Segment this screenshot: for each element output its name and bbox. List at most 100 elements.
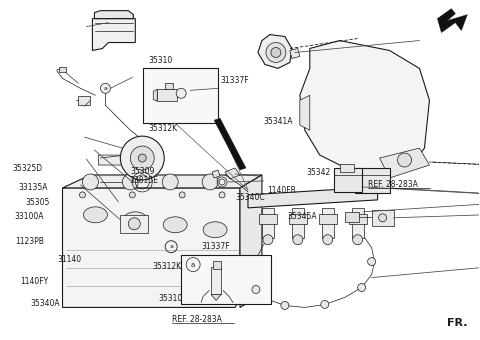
Text: a: a: [191, 261, 195, 268]
Ellipse shape: [356, 62, 373, 75]
Polygon shape: [214, 118, 246, 170]
Bar: [144, 68, 218, 123]
Polygon shape: [93, 19, 135, 51]
Bar: [120, 215, 148, 233]
Text: 35345A: 35345A: [288, 212, 317, 221]
Text: REF. 28-283A: REF. 28-283A: [368, 180, 418, 189]
Circle shape: [321, 301, 329, 308]
Polygon shape: [300, 95, 310, 130]
Circle shape: [293, 235, 303, 245]
Ellipse shape: [203, 222, 227, 238]
Circle shape: [368, 258, 376, 266]
Bar: [355, 168, 390, 193]
Ellipse shape: [353, 80, 367, 100]
Polygon shape: [95, 11, 133, 19]
Text: 33100A: 33100A: [14, 212, 44, 221]
Ellipse shape: [378, 85, 392, 105]
Text: 35309: 35309: [131, 167, 155, 176]
Ellipse shape: [399, 84, 416, 97]
Text: 35312K: 35312K: [153, 262, 182, 271]
Ellipse shape: [114, 195, 151, 209]
Polygon shape: [248, 187, 378, 208]
Polygon shape: [300, 40, 430, 178]
Bar: [289, 214, 307, 224]
Polygon shape: [62, 175, 262, 188]
Text: 1123PB: 1123PB: [15, 237, 44, 245]
Circle shape: [323, 235, 333, 245]
Circle shape: [271, 48, 281, 57]
Ellipse shape: [123, 212, 147, 228]
Ellipse shape: [84, 207, 108, 223]
Circle shape: [353, 235, 363, 245]
Circle shape: [176, 88, 186, 98]
Text: 35312K: 35312K: [148, 124, 178, 133]
Ellipse shape: [163, 217, 187, 233]
Polygon shape: [59, 67, 65, 72]
Polygon shape: [290, 49, 300, 58]
Polygon shape: [240, 175, 262, 307]
Circle shape: [252, 286, 260, 293]
Text: 31337F: 31337F: [221, 76, 250, 85]
Text: 1140FR: 1140FR: [267, 187, 296, 196]
Bar: [345, 212, 359, 222]
Text: 33135A: 33135A: [18, 184, 48, 192]
Circle shape: [266, 42, 286, 63]
Text: 35325D: 35325D: [12, 164, 42, 173]
Circle shape: [130, 146, 154, 170]
Text: 35310: 35310: [158, 294, 183, 303]
Ellipse shape: [331, 64, 348, 76]
Circle shape: [162, 174, 178, 190]
Circle shape: [120, 136, 164, 180]
Text: 35341A: 35341A: [263, 117, 292, 126]
Polygon shape: [212, 170, 220, 178]
Bar: [259, 214, 277, 224]
Bar: [213, 261, 221, 269]
Circle shape: [122, 174, 138, 190]
Text: 35340A: 35340A: [30, 299, 60, 308]
Text: a: a: [169, 244, 173, 249]
Bar: [181, 255, 271, 304]
Polygon shape: [258, 35, 292, 68]
Text: 33815E: 33815E: [129, 176, 158, 185]
Circle shape: [379, 214, 386, 222]
Bar: [340, 164, 354, 172]
Ellipse shape: [328, 85, 342, 105]
Text: a: a: [104, 86, 108, 91]
Bar: [334, 168, 361, 192]
Text: 35340C: 35340C: [235, 192, 265, 202]
Bar: [372, 210, 394, 226]
Text: FR.: FR.: [447, 318, 467, 328]
Circle shape: [179, 192, 185, 198]
Polygon shape: [211, 294, 221, 301]
Ellipse shape: [381, 66, 398, 79]
Circle shape: [83, 174, 98, 190]
Bar: [165, 83, 173, 89]
Circle shape: [100, 83, 110, 93]
Text: 1140FY: 1140FY: [20, 277, 48, 286]
Circle shape: [128, 218, 140, 230]
Circle shape: [397, 153, 411, 167]
Circle shape: [281, 302, 289, 309]
Bar: [211, 267, 221, 294]
Text: 35310: 35310: [148, 56, 172, 65]
Circle shape: [202, 174, 218, 190]
Circle shape: [263, 235, 273, 245]
Text: REF. 28-283A: REF. 28-283A: [172, 315, 222, 324]
Polygon shape: [98, 155, 125, 165]
Polygon shape: [380, 148, 430, 178]
Polygon shape: [153, 89, 157, 101]
Bar: [322, 208, 334, 238]
Polygon shape: [225, 168, 240, 179]
Circle shape: [80, 192, 85, 198]
Ellipse shape: [397, 102, 411, 122]
Bar: [352, 208, 364, 238]
Text: 35342: 35342: [306, 168, 330, 177]
Bar: [292, 208, 304, 238]
Circle shape: [358, 284, 366, 291]
Circle shape: [138, 154, 146, 162]
Polygon shape: [62, 188, 240, 307]
Bar: [348, 214, 367, 224]
Polygon shape: [437, 8, 468, 33]
Bar: [319, 214, 336, 224]
Bar: [262, 208, 274, 238]
